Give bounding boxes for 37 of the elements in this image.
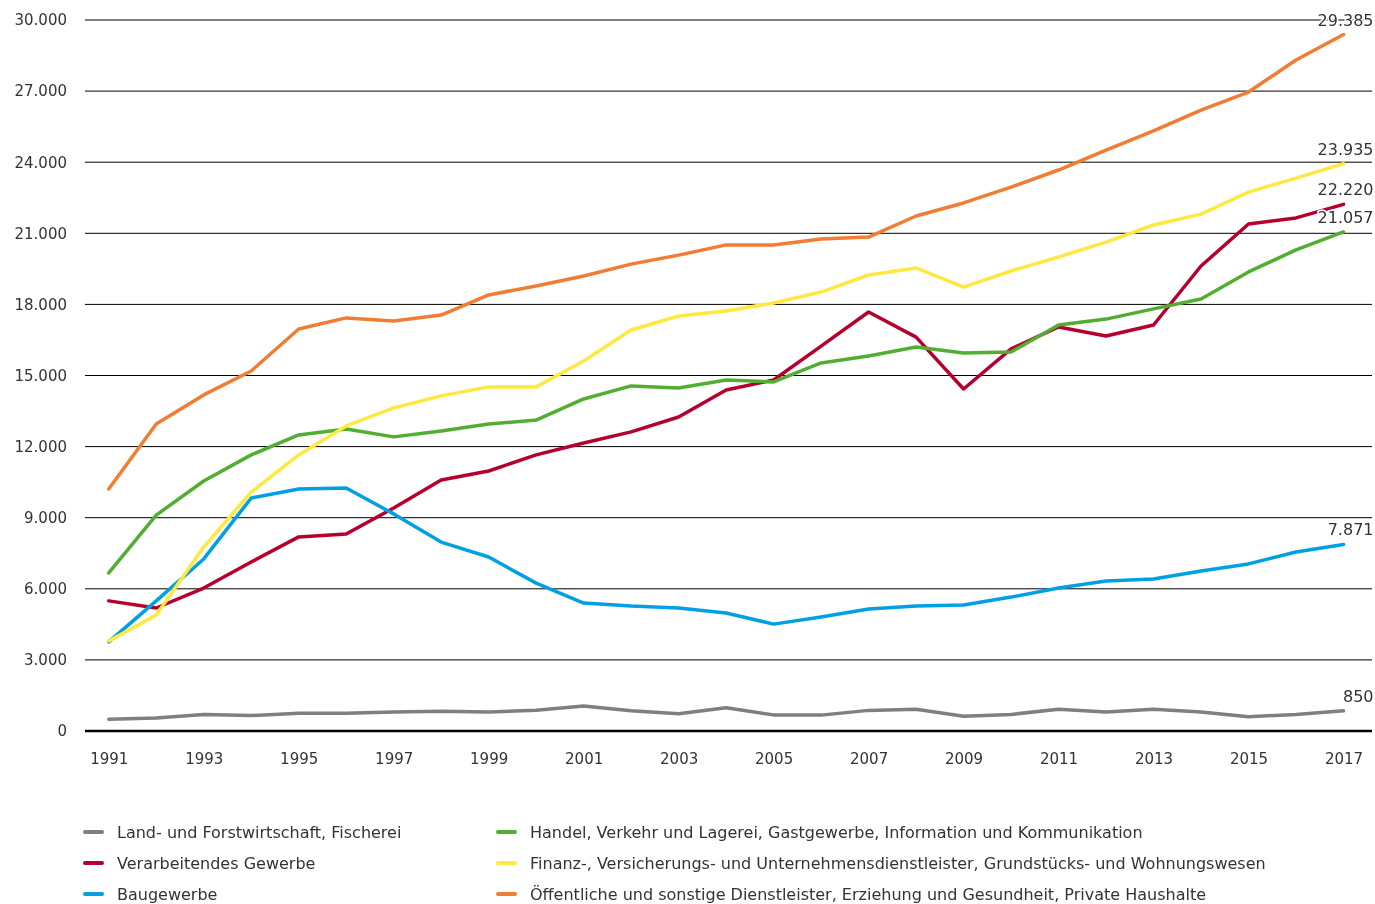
legend-label: Handel, Verkehr und Lagerei, Gastgewerbe, Information und Kommunikation (530, 823, 1143, 842)
x-tick-label: 1993 (185, 749, 224, 768)
y-tick-label: 0 (57, 722, 67, 741)
legend-label: Baugewerbe (117, 885, 218, 904)
y-tick-label: 6.000 (24, 580, 67, 599)
y-tick-label: 30.000 (14, 11, 67, 30)
x-tick-label: 2007 (850, 749, 889, 768)
data-label: 21.057 (1317, 207, 1374, 227)
y-tick-label: 18.000 (14, 295, 67, 314)
x-tick-label: 1991 (90, 749, 129, 768)
data-label: 850 (1342, 686, 1374, 706)
line-series (107, 704, 1346, 721)
x-tick-label: 2001 (565, 749, 604, 768)
legend-label: Öffentliche und sonstige Dienstleister, Erziehung und Gesundheit, Private Haushalte (530, 885, 1206, 904)
y-tick-label: 21.000 (14, 224, 67, 243)
x-tick-label: 2003 (660, 749, 699, 768)
x-tick-label: 2015 (1229, 749, 1269, 768)
x-tick-label: 1997 (375, 749, 414, 768)
x-tick-label: 2005 (755, 749, 794, 768)
y-tick-label: 15.000 (14, 366, 67, 385)
y-tick-label: 24.000 (14, 153, 67, 172)
y-tick-label: 12.000 (14, 437, 67, 456)
legend-label: Finanz-, Versicherungs- und Unternehmensdienstleister, Grundstücks- und Wohnungswesen (530, 854, 1266, 873)
legend-label: Land- und Forstwirtschaft, Fischerei (117, 823, 402, 842)
y-tick-label: 9.000 (24, 509, 67, 527)
y-tick-label: 3.000 (24, 651, 67, 670)
legend-label: Verarbeitendes Gewerbe (117, 854, 316, 873)
x-tick-label: 1995 (280, 749, 319, 768)
y-tick-label: 27.000 (14, 82, 67, 101)
x-tick-label: 2013 (1134, 749, 1174, 768)
data-label: 7.871 (1327, 520, 1374, 540)
data-label: 22.220 (1317, 180, 1374, 200)
x-tick-label: 2017 (1324, 749, 1364, 768)
data-label: 23.935 (1317, 139, 1374, 159)
x-tick-label: 2009 (944, 749, 984, 768)
x-tick-label: 2011 (1039, 749, 1079, 768)
x-tick-label: 1999 (470, 749, 509, 768)
